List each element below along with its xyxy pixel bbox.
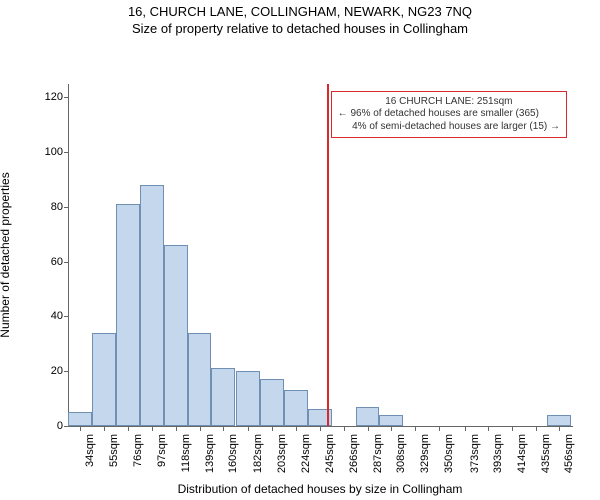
y-tick-label: 0 <box>57 420 63 432</box>
x-tick-label: 76sqm <box>132 434 144 467</box>
x-tick-label: 97sqm <box>156 434 168 467</box>
title-line2: Size of property relative to detached ho… <box>0 21 600 38</box>
x-tick-mark <box>368 426 369 431</box>
x-tick-mark <box>200 426 201 431</box>
x-tick-mark <box>559 426 560 431</box>
info-box-line: 16 CHURCH LANE: 251sqm <box>338 96 560 109</box>
x-tick-label: 224sqm <box>300 434 312 473</box>
y-tick-label: 100 <box>45 146 63 158</box>
x-tick-label: 435sqm <box>540 434 552 473</box>
marker-line <box>327 84 329 426</box>
title-line1: 16, CHURCH LANE, COLLINGHAM, NEWARK, NG2… <box>0 4 600 21</box>
x-tick-label: 139sqm <box>204 434 216 473</box>
x-tick-mark <box>296 426 297 431</box>
histogram-bar <box>236 371 260 426</box>
x-tick-mark <box>223 426 224 431</box>
histogram-bar <box>211 368 235 425</box>
y-tick-label: 60 <box>51 256 63 268</box>
x-tick-label: 34sqm <box>84 434 96 467</box>
histogram-bar <box>284 390 308 426</box>
x-tick-mark <box>80 426 81 431</box>
x-tick-mark <box>391 426 392 431</box>
y-tick-mark <box>64 371 69 372</box>
info-box-line: ← 96% of detached houses are smaller (36… <box>338 108 560 121</box>
x-tick-label: 203sqm <box>276 434 288 473</box>
y-tick-mark <box>64 152 69 153</box>
x-tick-label: 118sqm <box>180 434 192 472</box>
y-tick-label: 40 <box>51 310 63 322</box>
info-box-line: 4% of semi-detached houses are larger (1… <box>338 121 560 134</box>
x-tick-label: 55sqm <box>108 434 120 467</box>
x-tick-label: 308sqm <box>395 434 407 473</box>
x-tick-label: 245sqm <box>324 434 336 473</box>
histogram-bar <box>356 407 380 426</box>
x-tick-label: 182sqm <box>252 434 264 473</box>
chart-title-block: 16, CHURCH LANE, COLLINGHAM, NEWARK, NG2… <box>0 0 600 38</box>
x-tick-mark <box>488 426 489 431</box>
x-tick-mark <box>439 426 440 431</box>
histogram-bar <box>140 185 164 426</box>
x-tick-label: 373sqm <box>469 434 481 473</box>
x-tick-label: 456sqm <box>563 434 575 473</box>
x-axis-title: Distribution of detached houses by size … <box>68 482 572 496</box>
x-tick-mark <box>344 426 345 431</box>
y-tick-mark <box>64 262 69 263</box>
x-tick-mark <box>465 426 466 431</box>
x-tick-label: 160sqm <box>227 434 239 473</box>
x-tick-label: 350sqm <box>443 434 455 473</box>
histogram-bar <box>188 333 212 426</box>
x-tick-mark <box>128 426 129 431</box>
x-tick-label: 329sqm <box>419 434 431 473</box>
histogram-bar <box>260 379 284 426</box>
x-tick-label: 393sqm <box>492 434 504 473</box>
x-tick-mark <box>536 426 537 431</box>
y-tick-mark <box>64 207 69 208</box>
x-tick-mark <box>152 426 153 431</box>
y-tick-mark <box>64 97 69 98</box>
y-tick-mark <box>64 426 69 427</box>
histogram-bar <box>116 204 140 426</box>
y-axis-title: Number of detached properties <box>0 172 12 337</box>
x-tick-mark <box>176 426 177 431</box>
histogram-bar <box>547 415 571 426</box>
x-tick-label: 287sqm <box>372 434 384 473</box>
histogram-bar <box>379 415 403 426</box>
x-tick-mark <box>104 426 105 431</box>
x-tick-label: 266sqm <box>348 434 360 473</box>
y-tick-label: 120 <box>45 91 63 103</box>
y-tick-mark <box>64 316 69 317</box>
x-tick-label: 414sqm <box>516 434 528 473</box>
y-tick-label: 80 <box>51 201 63 213</box>
histogram-bar <box>164 245 188 426</box>
plot-area: 16 CHURCH LANE: 251sqm← 96% of detached … <box>68 84 573 427</box>
histogram-bar <box>68 412 92 426</box>
x-tick-mark <box>320 426 321 431</box>
x-tick-mark <box>415 426 416 431</box>
marker-info-box: 16 CHURCH LANE: 251sqm← 96% of detached … <box>331 91 567 139</box>
y-tick-label: 20 <box>51 365 63 377</box>
x-tick-mark <box>512 426 513 431</box>
histogram-bar <box>92 333 116 426</box>
x-tick-mark <box>272 426 273 431</box>
x-tick-mark <box>248 426 249 431</box>
